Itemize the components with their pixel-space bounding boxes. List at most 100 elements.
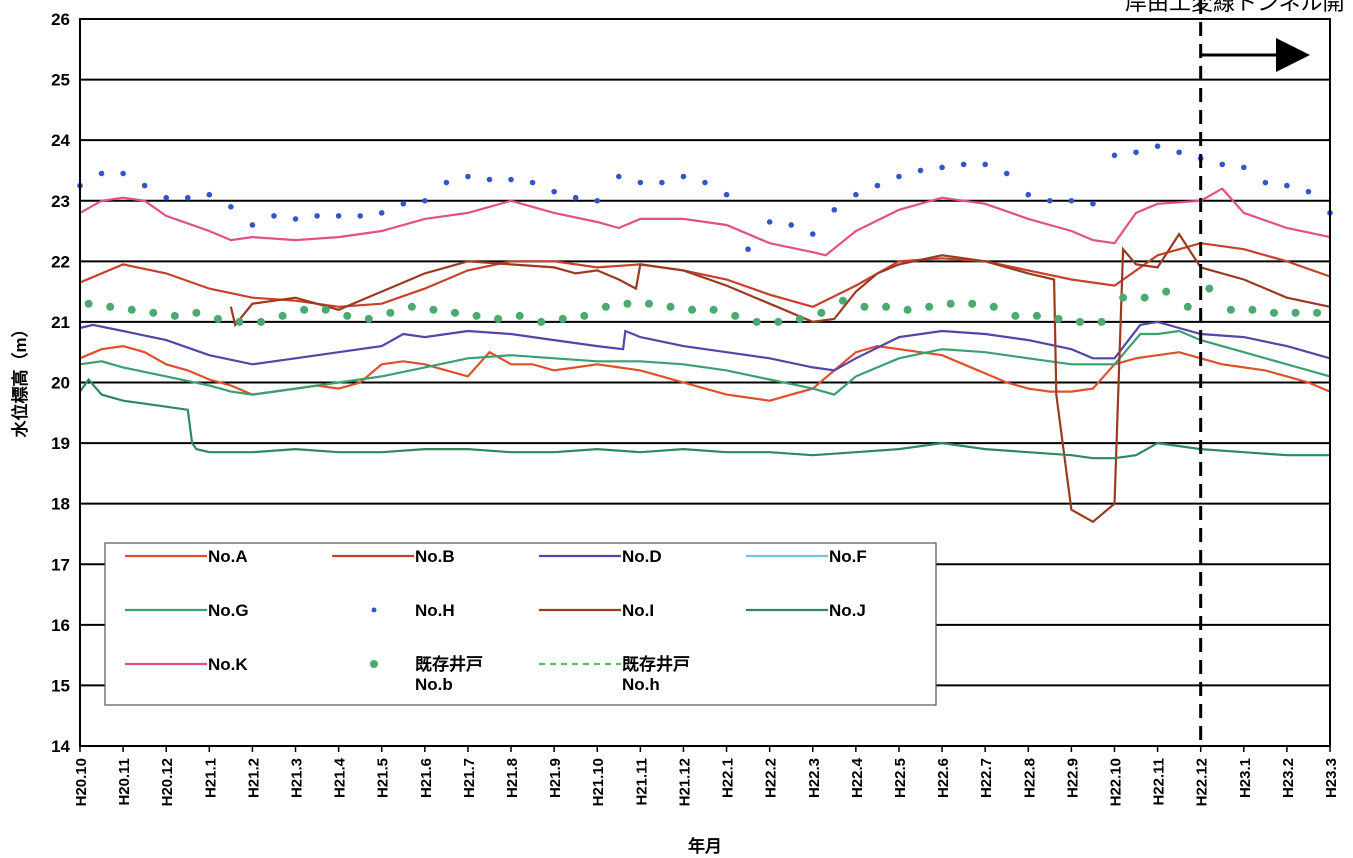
data-point xyxy=(1119,293,1128,302)
legend-label: No.K xyxy=(208,655,248,674)
legend-item: No.B xyxy=(332,547,455,566)
x-tick-label: H21.9 xyxy=(547,758,564,798)
x-tick-label: H22.2 xyxy=(763,758,780,798)
legend-label: No.F xyxy=(829,547,867,566)
data-point xyxy=(795,314,804,323)
data-point xyxy=(1003,170,1010,177)
data-point xyxy=(946,299,955,308)
data-point xyxy=(774,317,783,326)
data-point xyxy=(1219,161,1226,168)
annotation-text: 岸由工変線トンネル開 xyxy=(1125,0,1345,15)
data-point xyxy=(680,173,687,180)
x-tick-label: H22.11 xyxy=(1151,758,1168,806)
data-point xyxy=(321,305,330,314)
data-point xyxy=(860,302,869,311)
legend-item: No.K xyxy=(125,655,248,674)
series-line xyxy=(79,377,1330,460)
data-point xyxy=(407,302,416,311)
x-tick-label: H22.9 xyxy=(1064,758,1081,798)
data-point xyxy=(120,170,126,177)
data-point xyxy=(494,314,503,323)
data-point xyxy=(601,302,610,311)
data-point xyxy=(529,179,536,186)
x-tick-label: H22.7 xyxy=(978,758,995,798)
y-axis-title: 水位標高（m） xyxy=(10,320,30,437)
y-tick-label: 23 xyxy=(51,192,70,211)
legend-label: No.A xyxy=(208,547,248,566)
data-point xyxy=(702,179,708,186)
data-point xyxy=(314,213,320,219)
data-point xyxy=(917,167,924,174)
data-point xyxy=(659,179,665,186)
data-point xyxy=(429,305,438,314)
series-line xyxy=(79,187,1331,257)
data-point xyxy=(580,311,589,320)
series-line xyxy=(79,320,1331,372)
x-tick-label: H21.4 xyxy=(332,757,349,798)
data-point xyxy=(1076,317,1084,326)
data-point xyxy=(170,311,179,320)
data-point xyxy=(386,308,395,317)
data-point xyxy=(1305,188,1312,195)
data-point xyxy=(939,164,945,171)
data-point xyxy=(1032,311,1041,320)
data-point xyxy=(127,305,136,314)
legend-label: No.G xyxy=(208,601,249,620)
data-point xyxy=(594,197,601,204)
y-tick-label: 25 xyxy=(51,71,70,90)
data-point xyxy=(98,170,105,177)
legend-swatch xyxy=(371,607,377,613)
x-tick-label: H23.1 xyxy=(1237,758,1254,798)
data-point xyxy=(1284,182,1290,189)
plot-area-border xyxy=(79,18,1331,747)
x-tick-label: H21.5 xyxy=(375,758,392,798)
data-point xyxy=(213,314,222,323)
legend-item: No.H xyxy=(371,601,455,620)
series-line xyxy=(79,329,1331,396)
data-point xyxy=(271,213,277,219)
data-point xyxy=(623,299,632,308)
data-point xyxy=(960,161,967,168)
data-point xyxy=(451,308,459,317)
x-tick-label: H22.4 xyxy=(849,757,866,798)
legend-label: No.D xyxy=(622,547,662,566)
data-point xyxy=(1133,149,1139,156)
y-tick-label: 19 xyxy=(51,434,70,453)
data-point xyxy=(752,317,761,326)
data-point xyxy=(465,173,471,180)
data-point xyxy=(1054,314,1063,323)
data-point xyxy=(335,213,342,219)
data-point xyxy=(809,231,816,237)
x-tick-label: H20.11 xyxy=(116,758,133,806)
x-tick-label: H20.12 xyxy=(159,758,176,806)
data-point xyxy=(551,188,557,195)
y-tick-label: 20 xyxy=(51,374,70,393)
data-point xyxy=(817,308,826,317)
data-point xyxy=(989,302,998,311)
data-point xyxy=(192,308,201,317)
data-point xyxy=(558,314,567,323)
arrow-head xyxy=(1276,38,1310,72)
data-point xyxy=(925,302,934,311)
x-tick-label: H21.8 xyxy=(504,758,521,798)
x-tick-label: H21.7 xyxy=(461,758,478,798)
data-point xyxy=(1269,308,1278,317)
data-point xyxy=(666,302,675,311)
data-point xyxy=(1205,284,1214,293)
data-point xyxy=(1111,152,1118,159)
data-point xyxy=(882,302,891,311)
x-axis-title: 年月 xyxy=(688,836,722,856)
legend-label: No.B xyxy=(415,547,455,566)
data-point xyxy=(84,299,93,308)
data-point xyxy=(472,311,481,320)
x-tick-label: H22.10 xyxy=(1107,758,1124,806)
data-point xyxy=(378,210,385,216)
data-point xyxy=(106,302,115,311)
legend-item: No.F xyxy=(746,547,867,566)
series-No.I xyxy=(229,232,1331,524)
x-tick-label: H20.10 xyxy=(73,758,90,806)
data-point xyxy=(637,179,644,186)
legend-label: No.I xyxy=(622,601,654,620)
data-point xyxy=(1313,308,1322,317)
